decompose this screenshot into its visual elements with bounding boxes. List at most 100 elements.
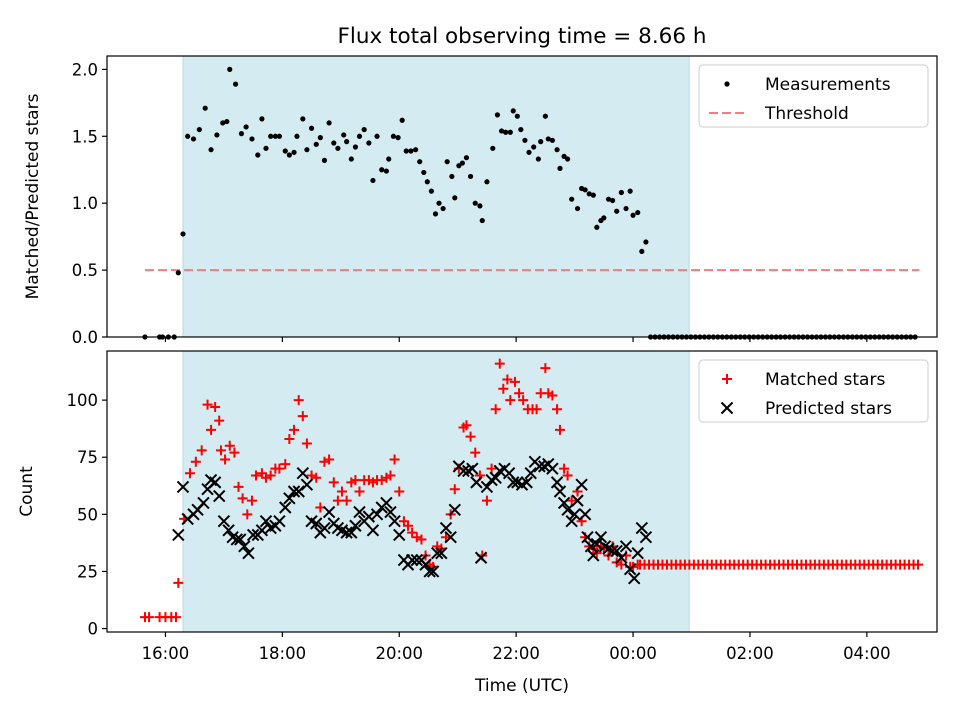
data-point	[520, 476, 533, 489]
data-point	[428, 188, 435, 194]
y-tick-label: 25	[77, 562, 98, 581]
data-point	[609, 197, 616, 204]
data-point	[615, 551, 628, 564]
data-point	[344, 139, 350, 145]
data-point	[350, 475, 361, 486]
data-point	[345, 526, 358, 539]
data-point	[370, 177, 376, 184]
observing-window	[182, 350, 690, 633]
data-point	[605, 196, 612, 202]
data-point	[249, 136, 255, 142]
data-point	[448, 503, 461, 516]
data-point	[284, 433, 295, 444]
legend-marker-measurements	[724, 81, 730, 87]
data-point	[202, 399, 213, 410]
series-measurements	[142, 66, 649, 340]
data-point	[366, 524, 380, 537]
data-point	[566, 495, 577, 506]
data-point	[180, 231, 186, 237]
data-point	[283, 492, 296, 505]
data-point	[417, 159, 423, 165]
data-point	[399, 117, 405, 123]
data-point	[403, 148, 409, 154]
data-point	[310, 517, 323, 530]
data-point	[553, 485, 567, 498]
data-point	[421, 169, 427, 176]
data-point	[554, 424, 565, 435]
data-point	[484, 179, 490, 185]
data-point	[466, 462, 479, 475]
data-point	[317, 135, 323, 141]
data-point	[465, 431, 476, 442]
data-point	[324, 454, 335, 465]
legend: Measurements Threshold	[698, 64, 929, 128]
data-point	[172, 528, 185, 542]
y-tick-label: 1.5	[72, 127, 98, 146]
data-point	[280, 459, 291, 470]
legend-label: Predicted stars	[765, 399, 892, 419]
data-point	[631, 546, 644, 560]
data-point	[456, 163, 462, 169]
data-point	[549, 137, 555, 143]
axes-frame	[106, 350, 938, 633]
data-point	[321, 157, 328, 163]
data-point	[185, 468, 195, 479]
data-point	[276, 133, 283, 139]
data-point	[286, 152, 292, 158]
data-point	[197, 496, 210, 510]
data-point	[370, 508, 384, 521]
data-point	[255, 524, 269, 537]
data-point	[413, 147, 419, 153]
data-point	[282, 148, 288, 154]
y-tick-label: 1.0	[72, 194, 98, 213]
data-point	[385, 470, 396, 481]
x-tick-label: 00:00	[609, 644, 657, 663]
data-point	[531, 404, 542, 415]
data-point	[289, 424, 300, 435]
panel-ratio: 0.0 0.5 1.0 1.5 2.0 Matched/Predicted stars Me…	[23, 55, 938, 347]
data-point	[618, 189, 624, 196]
data-point	[304, 147, 310, 153]
data-point	[557, 165, 563, 171]
data-point	[340, 526, 353, 539]
x-tick-label: 02:00	[726, 644, 774, 663]
data-point	[224, 440, 235, 451]
data-point	[238, 540, 251, 553]
data-point	[457, 464, 470, 478]
data-point	[494, 112, 501, 118]
data-point	[552, 404, 563, 415]
data-point	[313, 141, 319, 147]
data-point	[390, 133, 397, 139]
data-point	[301, 438, 312, 449]
data-point	[224, 118, 230, 125]
data-point	[449, 484, 460, 495]
data-point	[440, 205, 446, 212]
data-point	[575, 478, 588, 491]
data-point	[196, 126, 202, 133]
data-point	[561, 153, 567, 159]
data-point	[459, 160, 465, 166]
data-point	[635, 521, 649, 535]
data-point	[353, 505, 366, 519]
x-tick-label: 04:00	[843, 644, 891, 663]
data-point	[546, 462, 559, 475]
data-point	[374, 133, 380, 139]
data-point	[220, 454, 231, 465]
data-point	[214, 415, 225, 426]
data-point	[215, 445, 226, 456]
data-point	[565, 514, 578, 528]
data-point	[328, 477, 339, 488]
data-point	[408, 148, 414, 154]
data-point	[535, 156, 541, 162]
data-point	[263, 145, 269, 151]
data-point	[470, 476, 483, 489]
data-point	[472, 200, 478, 206]
y-tick-label: 75	[77, 448, 98, 467]
data-point	[562, 470, 573, 481]
legend-marker-matched	[722, 374, 732, 384]
data-point	[274, 463, 285, 474]
chart-title: Flux total observing time = 8.66 h	[338, 24, 707, 49]
x-tick-label: 18:00	[259, 644, 307, 663]
data-point	[190, 136, 197, 142]
data-point	[268, 133, 274, 139]
